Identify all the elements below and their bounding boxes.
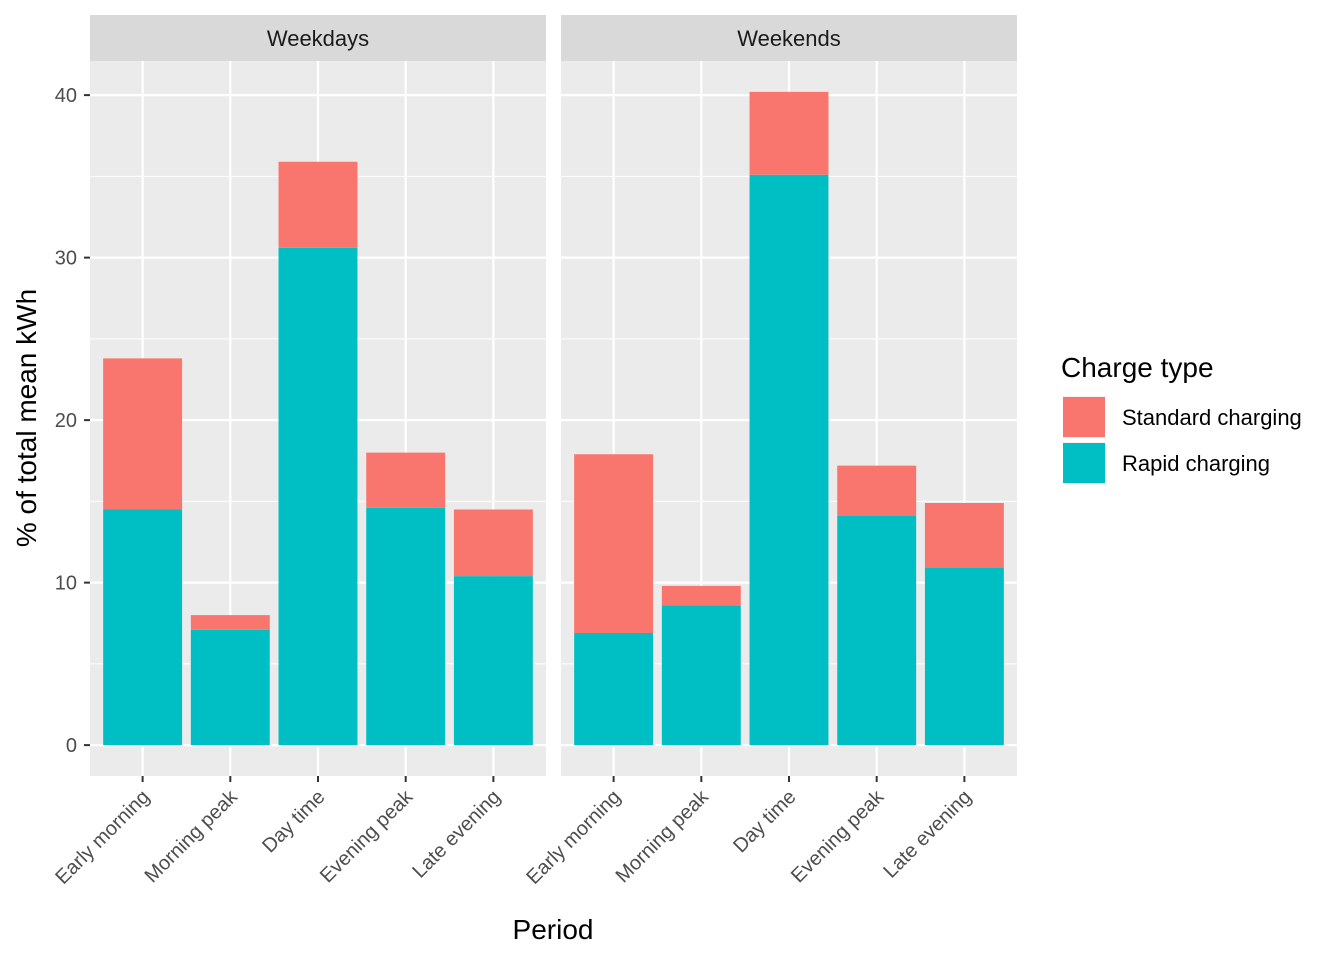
bar-rapid-charging bbox=[574, 633, 654, 746]
x-tick-label: Morning peak bbox=[612, 785, 714, 887]
x-tick-label: Late evening bbox=[408, 786, 505, 883]
bar-standard-charging bbox=[190, 615, 270, 630]
x-tick-label: Early morning bbox=[51, 786, 154, 889]
bar-standard-charging bbox=[453, 509, 533, 577]
bar-rapid-charging bbox=[190, 629, 270, 746]
legend-items: Standard charging Rapid charging bbox=[1063, 396, 1302, 484]
bar-standard-charging bbox=[366, 452, 446, 508]
facet-strip-label: Weekends bbox=[737, 26, 841, 51]
bar-standard-charging bbox=[278, 161, 358, 248]
y-axis-title: % of total mean kWh bbox=[11, 289, 42, 547]
y-axis: 0 10 20 30 40 bbox=[55, 85, 90, 757]
facet-strip bbox=[90, 15, 546, 61]
facet-strip bbox=[561, 15, 1017, 61]
bar-rapid-charging bbox=[366, 507, 446, 746]
x-tick-label: Morning peak bbox=[141, 785, 243, 887]
legend-title: Charge type bbox=[1061, 352, 1214, 383]
y-tick-label: 20 bbox=[55, 410, 77, 432]
x-tick-label: Late evening bbox=[879, 786, 976, 883]
bar-rapid-charging bbox=[924, 568, 1004, 746]
y-tick-label: 30 bbox=[55, 248, 77, 270]
bar-standard-charging bbox=[749, 91, 829, 175]
x-tick-label: Evening peak bbox=[787, 785, 889, 887]
y-tick-label: 0 bbox=[66, 735, 77, 757]
legend-swatch bbox=[1063, 443, 1105, 483]
bar-standard-charging bbox=[837, 465, 917, 516]
y-tick-label: 40 bbox=[55, 85, 77, 107]
x-tick-label: Early morning bbox=[522, 786, 625, 889]
y-tick-label: 10 bbox=[55, 573, 77, 595]
bar-rapid-charging bbox=[278, 247, 358, 746]
legend-swatch bbox=[1063, 397, 1105, 437]
bar-rapid-charging bbox=[453, 576, 533, 746]
x-tick-label: Day time bbox=[729, 786, 800, 857]
bar-rapid-charging bbox=[661, 605, 741, 746]
bar-standard-charging bbox=[103, 358, 183, 510]
x-tick-label: Day time bbox=[258, 786, 329, 857]
bar-standard-charging bbox=[574, 454, 654, 633]
bar-rapid-charging bbox=[103, 509, 183, 746]
bar-standard-charging bbox=[661, 585, 741, 606]
x-axis-title: Period bbox=[513, 914, 594, 945]
bar-rapid-charging bbox=[749, 174, 829, 746]
bar-standard-charging bbox=[924, 503, 1004, 568]
bar-rapid-charging bbox=[837, 516, 917, 746]
facet-strip-label: Weekdays bbox=[267, 26, 369, 51]
legend-label: Standard charging bbox=[1122, 405, 1302, 430]
legend: Charge type Standard charging Rapid charg… bbox=[1061, 352, 1302, 484]
x-tick-label: Evening peak bbox=[316, 785, 418, 887]
legend-label: Rapid charging bbox=[1122, 451, 1270, 476]
